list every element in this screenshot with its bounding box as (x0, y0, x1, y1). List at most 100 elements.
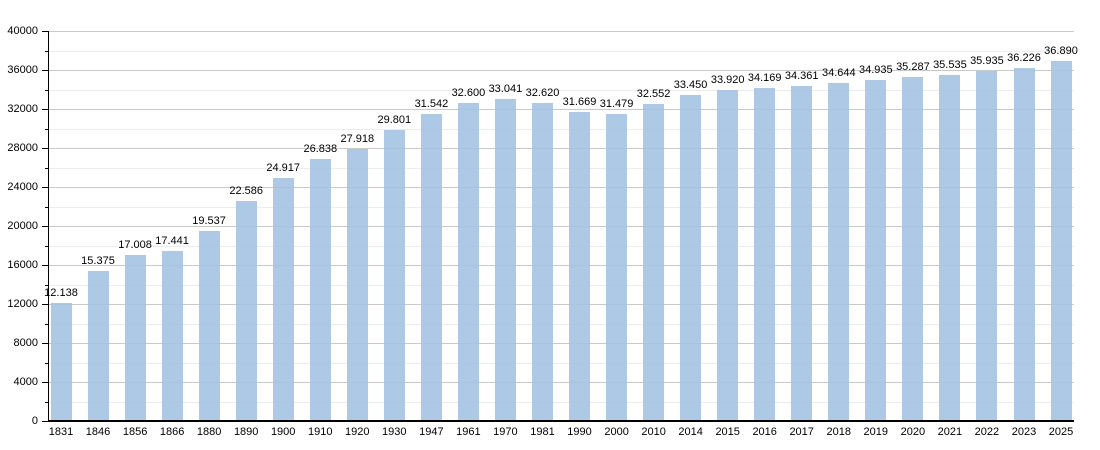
bar-value-label: 31.479 (599, 98, 634, 111)
x-axis-line (48, 420, 1074, 422)
bar-value-label: 22.586 (229, 184, 264, 197)
bar (235, 200, 257, 421)
minor-gridline (48, 245, 1074, 247)
major-gridline (48, 265, 1074, 266)
x-tick-label: 1947 (419, 426, 444, 438)
y-major-tick (42, 343, 48, 344)
y-minor-tick (45, 362, 48, 364)
x-tick-label: 2023 (1011, 426, 1037, 438)
bar-value-label: 19.537 (192, 214, 226, 227)
bar-value-label: 33.041 (488, 82, 523, 95)
bar (976, 70, 998, 421)
x-tick-label: 1910 (308, 426, 333, 438)
bar (717, 90, 739, 421)
bar (569, 112, 590, 421)
bar (532, 103, 553, 421)
y-tick-label: 16000 (7, 259, 38, 271)
y-major-tick (42, 70, 48, 71)
bar (643, 103, 665, 421)
bar (383, 130, 405, 421)
bar-value-label: 31.542 (414, 97, 449, 110)
y-major-tick (42, 109, 48, 110)
bar (865, 80, 887, 421)
minor-gridline (48, 167, 1074, 169)
bar-value-label: 29.801 (377, 114, 412, 127)
y-major-tick (42, 265, 48, 266)
bar-value-label: 36.226 (1007, 51, 1041, 64)
x-tick-label: 2018 (826, 426, 852, 438)
bar (198, 230, 220, 421)
bar (272, 178, 294, 421)
plot-area: 12.138 15.375 17.008 17.441 19.537 22.586 24.9… (44, 31, 1078, 421)
y-minor-tick (45, 323, 48, 325)
x-tick-label: 1970 (493, 426, 518, 438)
x-tick-label: 2025 (1048, 426, 1074, 438)
bar-value-label: 34.361 (784, 70, 819, 82)
bar (939, 74, 961, 421)
bar (420, 113, 442, 421)
y-axis-line (48, 31, 49, 422)
x-tick-label: 1900 (270, 426, 296, 438)
bar (902, 77, 924, 421)
major-gridline (48, 148, 1074, 149)
x-tick-label: 1920 (345, 426, 370, 438)
bar-value-label: 35.935 (970, 54, 1004, 67)
bar-value-label: 15.375 (81, 255, 115, 268)
y-tick-label: 28000 (7, 142, 38, 154)
bar-value-label: 33.450 (673, 78, 708, 91)
y-major-tick (42, 304, 48, 305)
bar (494, 98, 516, 421)
y-major-tick (42, 226, 48, 227)
minor-gridline (48, 362, 1074, 364)
bar-value-label: 17.441 (155, 235, 189, 247)
x-tick-label: 1961 (456, 426, 481, 438)
major-gridline (48, 109, 1074, 110)
x-tick-label: 2017 (789, 426, 814, 438)
minor-gridline (48, 323, 1074, 325)
x-tick-label: 2019 (863, 426, 889, 438)
bar-value-label: 32.600 (451, 87, 486, 100)
bar (87, 271, 109, 421)
minor-gridline (48, 89, 1074, 91)
x-tick-label: 2022 (974, 426, 1000, 438)
bar-value-label: 34.935 (858, 64, 893, 77)
y-tick-label: 32000 (7, 103, 38, 115)
minor-gridline (48, 206, 1074, 208)
y-tick-label: 4000 (13, 376, 38, 388)
bar-value-label: 35.287 (896, 61, 930, 73)
x-tick-label: 2021 (937, 426, 963, 438)
bar-value-label: 33.920 (710, 74, 745, 87)
bar-value-label: 24.917 (266, 162, 301, 175)
bar-value-label: 34.169 (747, 71, 782, 84)
x-tick-label: 2015 (715, 426, 740, 438)
bar (754, 87, 776, 421)
x-tick-label: 2000 (604, 426, 629, 438)
major-gridline (48, 382, 1074, 383)
y-minor-tick (45, 284, 48, 286)
bar (346, 148, 368, 421)
bar (680, 94, 702, 421)
bar (1050, 61, 1072, 421)
bar-value-label: 32.620 (525, 87, 560, 99)
x-tick-label: 2020 (900, 426, 926, 438)
minor-gridline (48, 284, 1074, 286)
major-gridline (48, 187, 1074, 188)
y-tick-label: 40000 (7, 25, 38, 37)
y-tick-label: 8000 (13, 337, 38, 349)
minor-gridline (48, 128, 1074, 130)
y-tick-label: 0 (31, 415, 38, 427)
y-minor-tick (45, 89, 48, 91)
bar (606, 114, 628, 421)
x-tick-label: 2010 (641, 426, 666, 438)
y-minor-tick (45, 167, 48, 169)
x-tick-label: 1880 (196, 426, 222, 438)
major-gridline (48, 31, 1074, 32)
x-tick-label: 1981 (530, 426, 555, 438)
bar (124, 255, 146, 421)
bar-value-label: 34.644 (821, 67, 856, 80)
y-major-tick (42, 31, 48, 32)
y-minor-tick (45, 128, 48, 130)
x-tick-label: 1866 (159, 426, 185, 438)
bar (161, 251, 183, 421)
